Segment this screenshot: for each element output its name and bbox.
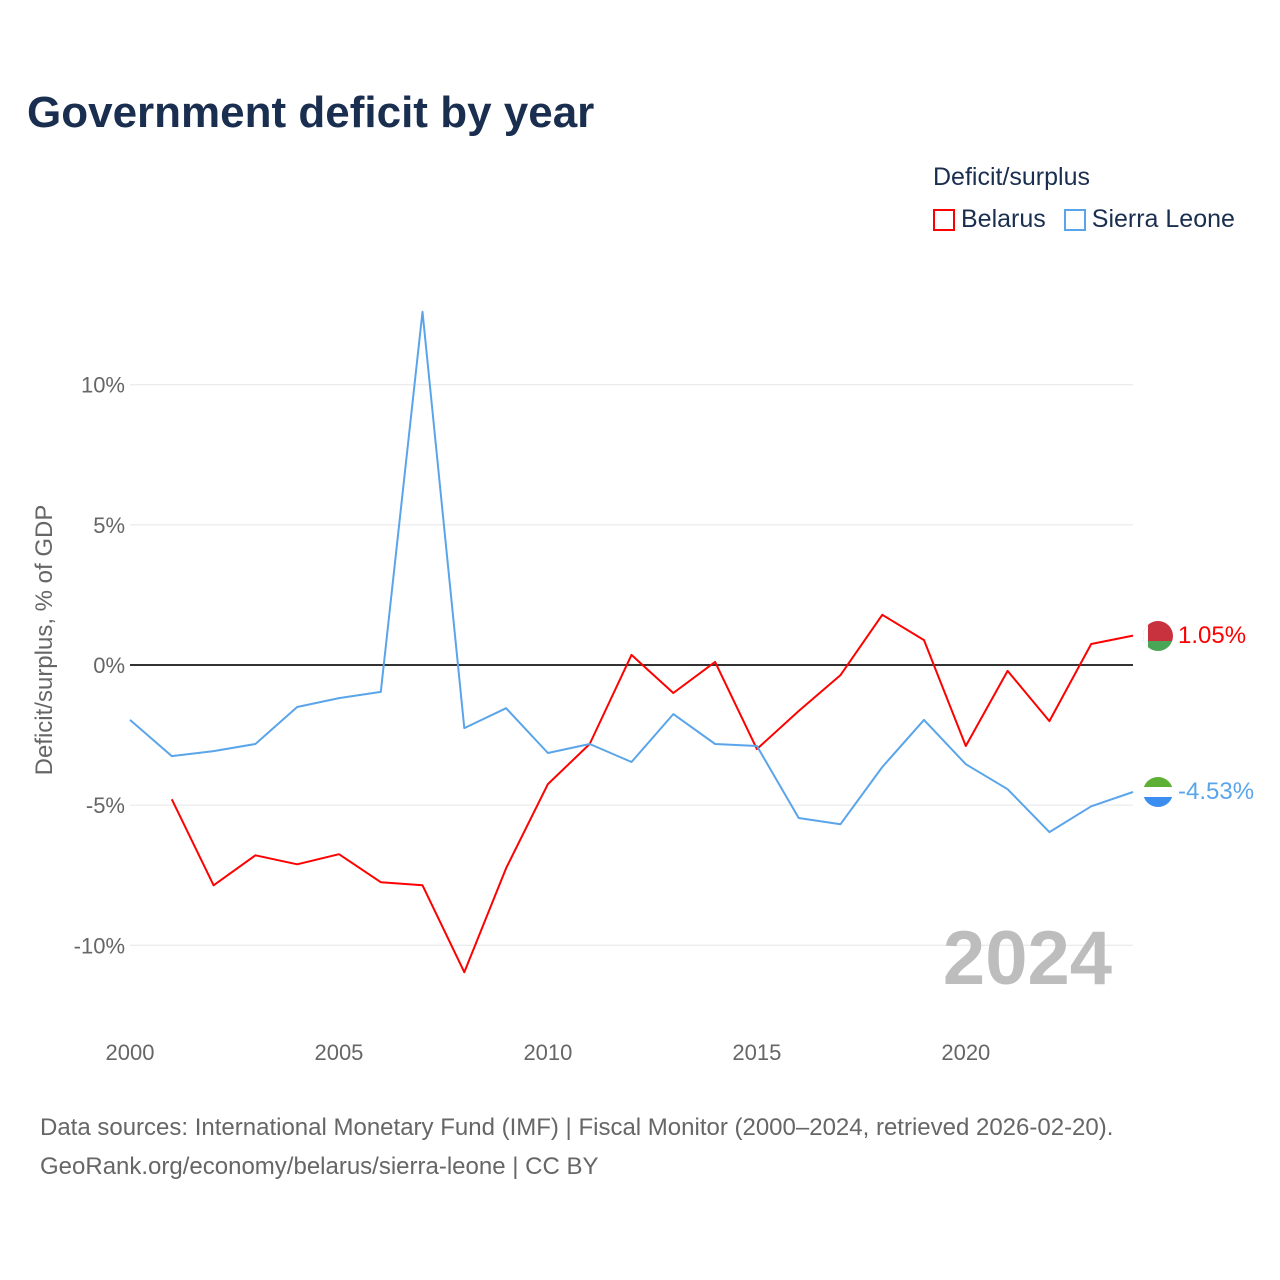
year-watermark: 2024 [943, 916, 1112, 1001]
x-tick-label: 2010 [523, 1040, 572, 1065]
series-line-sierra-leone [129, 310, 1134, 834]
y-tick-label: 0% [93, 653, 125, 678]
legend: Belarus Sierra Leone [933, 205, 1235, 234]
legend-label-sierra-leone: Sierra Leone [1091, 205, 1235, 233]
x-tick-label: 2020 [941, 1040, 990, 1065]
y-tick-label: 10% [81, 373, 125, 398]
legend-title: Deficit/surplus [933, 163, 1090, 191]
source-line-1: Data sources: International Monetary Fun… [40, 1114, 1114, 1141]
legend-item-sierra-leone[interactable]: Sierra Leone [1063, 205, 1235, 234]
series-line-belarus [170, 613, 1134, 974]
legend-item-belarus[interactable]: Belarus [933, 205, 1046, 234]
legend-swatch-sierra-leone [1063, 208, 1086, 231]
y-tick-label: 5% [93, 513, 125, 538]
y-axis-label: Deficit/surplus, % of GDP [31, 505, 58, 776]
belarus-flag-icon [1143, 621, 1173, 651]
source-note: Data sources: International Monetary Fun… [40, 1108, 1113, 1186]
y-tick-label: -10% [74, 933, 125, 958]
x-tick-label: 2000 [106, 1040, 155, 1065]
legend-label-belarus: Belarus [961, 205, 1046, 233]
belarus-end-label: 1.05% [1178, 622, 1246, 649]
y-tick-label: -5% [86, 793, 125, 818]
x-tick-label: 2005 [314, 1040, 363, 1065]
legend-swatch-belarus [933, 208, 955, 231]
sierra-leone-flag-icon [1143, 777, 1173, 807]
chart-title: Government deficit by year [27, 88, 595, 137]
x-tick-label: 2015 [732, 1040, 781, 1065]
source-line-2[interactable]: GeoRank.org/economy/belarus/sierra-leone… [40, 1153, 599, 1180]
sierra-leone-end-label: -4.53% [1178, 778, 1254, 805]
